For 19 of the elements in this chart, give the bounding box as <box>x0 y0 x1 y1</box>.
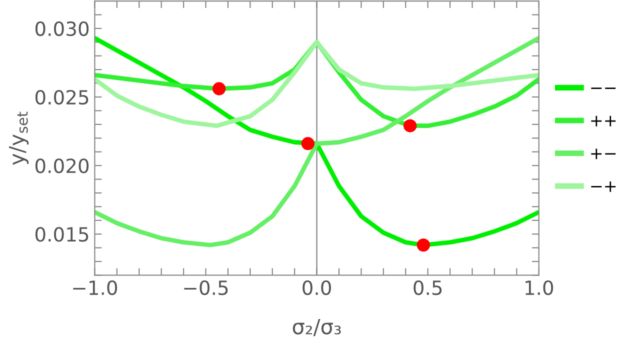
point <box>416 238 430 252</box>
legend-label: −+ <box>591 181 616 192</box>
legend-label: +− <box>591 148 616 160</box>
legend-label: −− <box>591 88 616 89</box>
point <box>301 137 315 150</box>
point <box>403 119 417 132</box>
y-tick-label: 0.020 <box>35 158 89 174</box>
x-tick-label: 0.0 <box>302 280 331 296</box>
y-axis-title: y/y$_{set}$ <box>9 112 29 165</box>
x-tick-label: −0.5 <box>184 280 228 296</box>
x-tick-label: 1.0 <box>526 280 554 296</box>
x-tick-label: −1.0 <box>73 280 118 296</box>
point <box>212 82 226 96</box>
y-tick-label: 0.025 <box>35 90 88 105</box>
x-axis-title: σ₂/σ₃ <box>292 318 341 336</box>
x-tick-label: 0.5 <box>414 280 442 296</box>
y-tick-label: 0.030 <box>35 21 89 36</box>
legend-label: ++ <box>591 116 616 126</box>
y-tick-label: 0.015 <box>35 227 88 242</box>
